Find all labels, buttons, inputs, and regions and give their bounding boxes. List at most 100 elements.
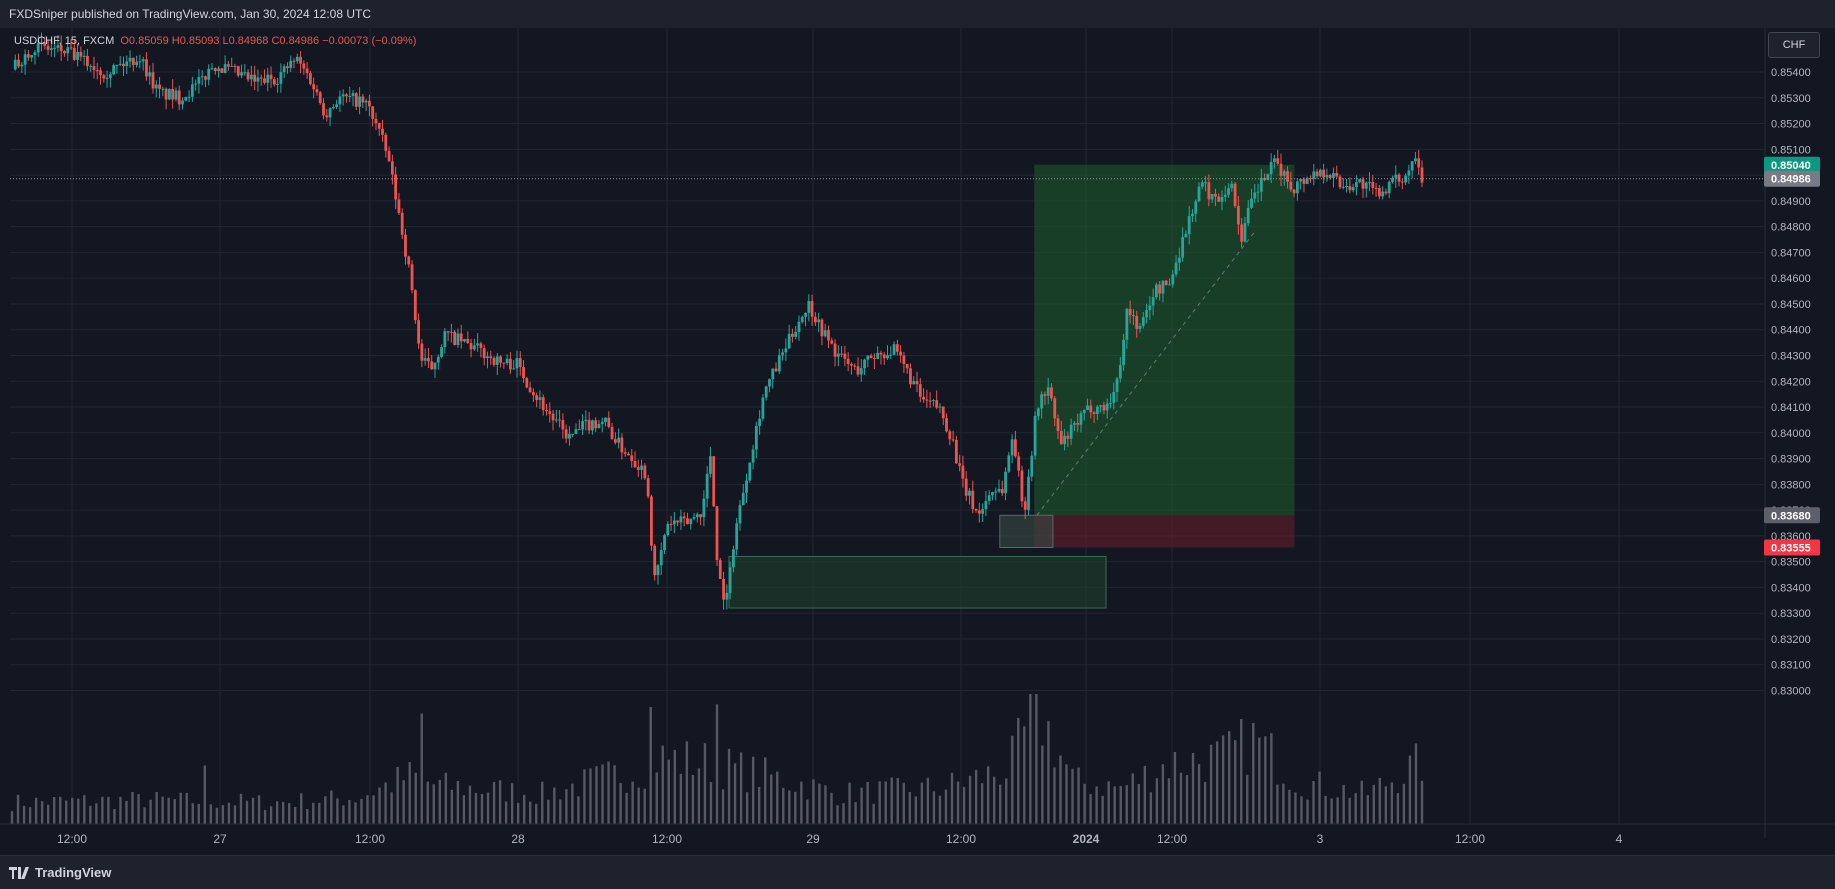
candle-body [1305, 178, 1309, 184]
volume-bar [1107, 781, 1110, 824]
candle-body [886, 354, 889, 359]
tradingview-logo[interactable]: TradingView [9, 865, 111, 880]
candle [1092, 410, 1096, 423]
candle-body [1328, 175, 1332, 178]
volume-bar [1420, 780, 1424, 824]
candle-body [463, 339, 466, 342]
candle-body [446, 331, 450, 333]
currency-button[interactable]: CHF [1768, 32, 1820, 58]
candle [282, 64, 286, 78]
volume-bar [1306, 799, 1309, 824]
candle [886, 345, 889, 360]
candle [525, 376, 529, 389]
volume-bar [932, 791, 936, 824]
candle-body [325, 115, 329, 118]
candle-body [331, 107, 335, 109]
candle-body [423, 358, 427, 361]
candle [266, 67, 270, 92]
volume-bar [450, 789, 454, 824]
candle [869, 353, 873, 359]
candle-body [56, 45, 60, 48]
candle [466, 331, 470, 344]
candle-body [249, 74, 253, 80]
candle [220, 67, 224, 73]
candle-body [1394, 174, 1398, 178]
candle [866, 355, 870, 368]
candle-body [1010, 439, 1014, 456]
volume-bar [1396, 793, 1400, 824]
candle [889, 346, 893, 360]
demand-zone [728, 555, 1107, 609]
candle [1135, 310, 1139, 338]
volume-bar [125, 800, 128, 824]
candle-body [590, 420, 594, 431]
volume-bar [209, 804, 213, 824]
candle [200, 70, 204, 86]
candle [899, 345, 903, 363]
candle-body [236, 66, 240, 76]
candle [122, 56, 125, 76]
candle [400, 208, 404, 240]
candle-body [1253, 192, 1257, 199]
candle [1177, 247, 1181, 271]
candle-body [1233, 183, 1237, 206]
candle-body [217, 68, 220, 72]
candle-body [361, 96, 365, 103]
candle-body [558, 419, 562, 421]
candle-body [1046, 387, 1050, 396]
candle [161, 86, 165, 97]
candle-body [777, 355, 781, 372]
candle [1407, 164, 1411, 184]
candle [731, 545, 735, 573]
candle-body [1076, 423, 1080, 425]
volume-bar [860, 787, 863, 824]
candle [1217, 193, 1221, 202]
candle [459, 324, 463, 349]
price-chart[interactable]: 0.854000.853000.852000.851000.850000.849… [0, 28, 1835, 855]
candle-body [13, 59, 17, 70]
candle-body [243, 72, 247, 74]
candle [377, 122, 381, 136]
candle [856, 357, 860, 377]
candle [882, 352, 886, 365]
volume-bar [999, 784, 1002, 824]
volume-bar [330, 790, 333, 824]
candle [69, 39, 73, 51]
candle [354, 92, 358, 110]
candle-body [1112, 392, 1116, 403]
take-profit-badge-text: 0.85040 [1771, 160, 1811, 172]
candle-body [751, 449, 755, 463]
candle-body [1282, 171, 1286, 176]
candle [1145, 303, 1148, 324]
candle-body [1092, 412, 1096, 414]
candle-body [1220, 196, 1224, 202]
candle [1236, 196, 1240, 235]
candle [1141, 311, 1145, 329]
candle [1017, 452, 1021, 477]
candle-body [938, 406, 942, 408]
candle [768, 378, 771, 393]
volume-bar [1330, 798, 1333, 824]
candle-body [1318, 169, 1322, 177]
candle [1053, 396, 1057, 427]
candle-body [1338, 176, 1342, 188]
volume-bar [390, 792, 393, 824]
candle-body [269, 74, 273, 80]
candle [440, 344, 443, 359]
candle-body [568, 433, 571, 439]
candle [499, 355, 502, 368]
price-tick-label: 0.84300 [1771, 350, 1811, 362]
candle-body [731, 549, 735, 568]
volume-bar [1155, 778, 1159, 824]
candle [502, 362, 506, 369]
candle [1335, 165, 1339, 179]
candle [554, 409, 558, 423]
trend-line [1036, 231, 1256, 516]
volume-bar [631, 781, 634, 824]
volume-bar [468, 785, 472, 824]
candle [213, 67, 217, 75]
volume-bar [1047, 721, 1050, 824]
candle [1391, 175, 1394, 184]
candle-body [640, 465, 643, 470]
volume-bar [444, 772, 448, 824]
